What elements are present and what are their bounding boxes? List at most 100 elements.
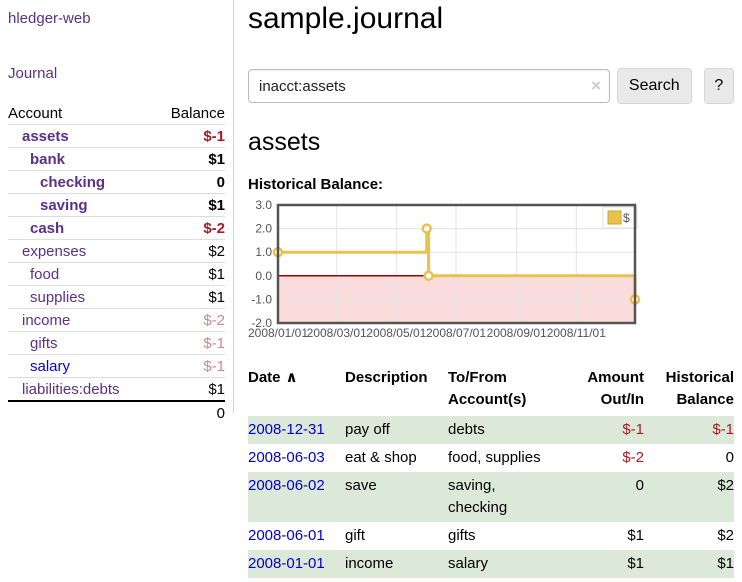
svg-text:$: $ (623, 211, 630, 225)
svg-text:2.0: 2.0 (255, 222, 272, 236)
register-amount-cell: $-1 (622, 421, 644, 438)
svg-text:0.0: 0.0 (255, 269, 272, 283)
register-balance-cell: 0 (725, 449, 734, 466)
sidebar-account-row: saving $1 (8, 193, 225, 216)
account-total-row: 0 (8, 400, 225, 424)
register-description-cell: eat & shop (345, 449, 417, 466)
sidebar-account-balance: $1 (208, 197, 225, 214)
register-account-cell: saving, checking (448, 477, 508, 516)
amount-column-header: Amount Out/In (587, 369, 644, 408)
search-input[interactable] (248, 69, 610, 103)
register-header-row: Date ∧ Description To/From Account(s) Amo… (248, 364, 734, 416)
register-balance-cell: $2 (717, 527, 734, 544)
register-account-cell: gifts (448, 527, 476, 544)
search-form: × Search ? (248, 68, 734, 104)
svg-text:-2.0: -2.0 (251, 316, 272, 330)
sidebar-account-link[interactable]: bank (30, 151, 66, 168)
register-table-body: 2008-12-31 pay off debts $-1 $-1 2008-06-03 ea… (248, 416, 734, 578)
register-amount-cell: 0 (635, 477, 644, 494)
brand-link[interactable]: hledger-web (8, 10, 91, 27)
help-button[interactable]: ? (703, 68, 734, 104)
register-amount-cell: $-2 (622, 449, 644, 466)
sidebar-account-row: cash $-2 (8, 216, 225, 239)
svg-text:2008/03/01: 2008/03/01 (307, 326, 367, 340)
sidebar-account-balance: $1 (208, 381, 225, 398)
sidebar-item-journal[interactable]: Journal (8, 65, 58, 82)
sidebar-account-balance: $-1 (203, 128, 225, 145)
sidebar-account-link[interactable]: liabilities:debts (22, 381, 120, 398)
balance-column-header-main: Historical Balance (665, 369, 734, 408)
sidebar-account-link[interactable]: gifts (30, 335, 58, 352)
search-box: × (248, 69, 610, 103)
account-title: assets (248, 128, 321, 156)
transaction-date-link[interactable]: 2008-01-01 (248, 555, 325, 572)
sort-ascending-icon: ∧ (285, 369, 298, 386)
register-row: 2008-06-01 gift gifts $1 $2 (248, 522, 734, 550)
sidebar-account-link[interactable]: salary (30, 358, 71, 375)
sidebar-account-row: bank $1 (8, 147, 225, 170)
transaction-date-link[interactable]: 2008-06-03 (248, 449, 325, 466)
sidebar-account-link[interactable]: cash (30, 220, 65, 237)
historical-balance-chart[interactable]: $3.0 2.0 1.0 0.0 -1.0 -2.0 2008/01/01 2008/03/0… (248, 198, 648, 343)
svg-text:2008/11/01: 2008/11/01 (547, 326, 606, 340)
register-balance-cell: $-1 (712, 421, 734, 438)
date-column-header[interactable]: Date ∧ (248, 369, 298, 386)
register-table: Date ∧ Description To/From Account(s) Amo… (248, 364, 734, 578)
sidebar-account-balance: $-2 (203, 312, 225, 329)
register-row: 2008-01-01 income salary $1 $1 (248, 550, 734, 578)
sidebar-account-link[interactable]: food (30, 266, 60, 283)
sidebar-account-balance: $-2 (203, 220, 225, 237)
clear-search-icon[interactable]: × (591, 76, 601, 95)
svg-text:2008/05/01: 2008/05/01 (366, 326, 426, 340)
sidebar-account-link[interactable]: income (22, 312, 71, 329)
account-column-header: Account (8, 105, 63, 122)
svg-text:2008/01/01: 2008/01/01 (248, 326, 308, 340)
sidebar-account-balance: $1 (208, 266, 225, 283)
sidebar-account-link[interactable]: saving (40, 197, 88, 214)
register-account-cell: food, supplies (448, 449, 541, 466)
transaction-date-link[interactable]: 2008-12-31 (248, 421, 325, 438)
sidebar-account-row: gifts $-1 (8, 331, 225, 354)
register-date-cell: 2008-06-01 (248, 522, 345, 550)
svg-text:3.0: 3.0 (255, 198, 272, 212)
sidebar-account-link[interactable]: checking (40, 174, 106, 191)
register-account-cell: debts (448, 421, 485, 438)
main-content: sample.journal × Search ? assets Histori… (248, 0, 734, 578)
sidebar-account-row: income $-2 (8, 308, 225, 331)
sidebar: hledger-web Journal Account Balance asse… (8, 0, 225, 424)
register-balance-cell: $1 (717, 555, 734, 572)
sidebar-account-link[interactable]: expenses (22, 243, 87, 260)
sidebar-account-row: liabilities:debts $1 (8, 377, 225, 400)
sidebar-divider (233, 0, 234, 413)
balance-column-header: Balance (170, 105, 225, 122)
sidebar-account-row: assets $-1 (8, 124, 225, 147)
sidebar-account-link[interactable]: supplies (30, 289, 86, 306)
chart-label: Historical Balance: (248, 176, 384, 193)
sidebar-account-link[interactable]: assets (22, 128, 69, 145)
description-column-header: Description (345, 369, 428, 386)
sidebar-account-balance: $-1 (203, 358, 225, 375)
chart-svg: $3.0 2.0 1.0 0.0 -1.0 -2.02008/01/012008/03/0… (248, 198, 641, 340)
transaction-date-link[interactable]: 2008-06-01 (248, 527, 325, 544)
page-title: sample.journal (248, 2, 444, 35)
register-account-cell: salary (448, 555, 489, 572)
sidebar-account-row: supplies $1 (8, 285, 225, 308)
register-description-cell: income (345, 555, 394, 572)
svg-text:2008/07/01: 2008/07/01 (426, 326, 486, 340)
register-date-cell: 2008-06-02 (248, 472, 345, 500)
transaction-date-link[interactable]: 2008-06-02 (248, 477, 325, 494)
sidebar-account-balance: $1 (208, 151, 225, 168)
register-row: 2008-12-31 pay off debts $-1 $-1 (248, 416, 734, 444)
register-amount-cell: $1 (627, 527, 644, 544)
account-table-header: Account Balance (8, 102, 225, 124)
total-balance: 0 (216, 405, 225, 422)
svg-text:2008/09/01: 2008/09/01 (487, 326, 547, 340)
sidebar-account-balance: 0 (216, 174, 225, 191)
svg-text:1.0: 1.0 (255, 245, 272, 259)
search-button[interactable]: Search (617, 68, 692, 104)
sidebar-account-row: food $1 (8, 262, 225, 285)
register-amount-cell: $1 (627, 555, 644, 572)
account-column-header-main: To/From Account(s) (448, 369, 527, 408)
sidebar-account-row: salary $-1 (8, 354, 225, 377)
register-balance-cell: $2 (717, 477, 734, 494)
